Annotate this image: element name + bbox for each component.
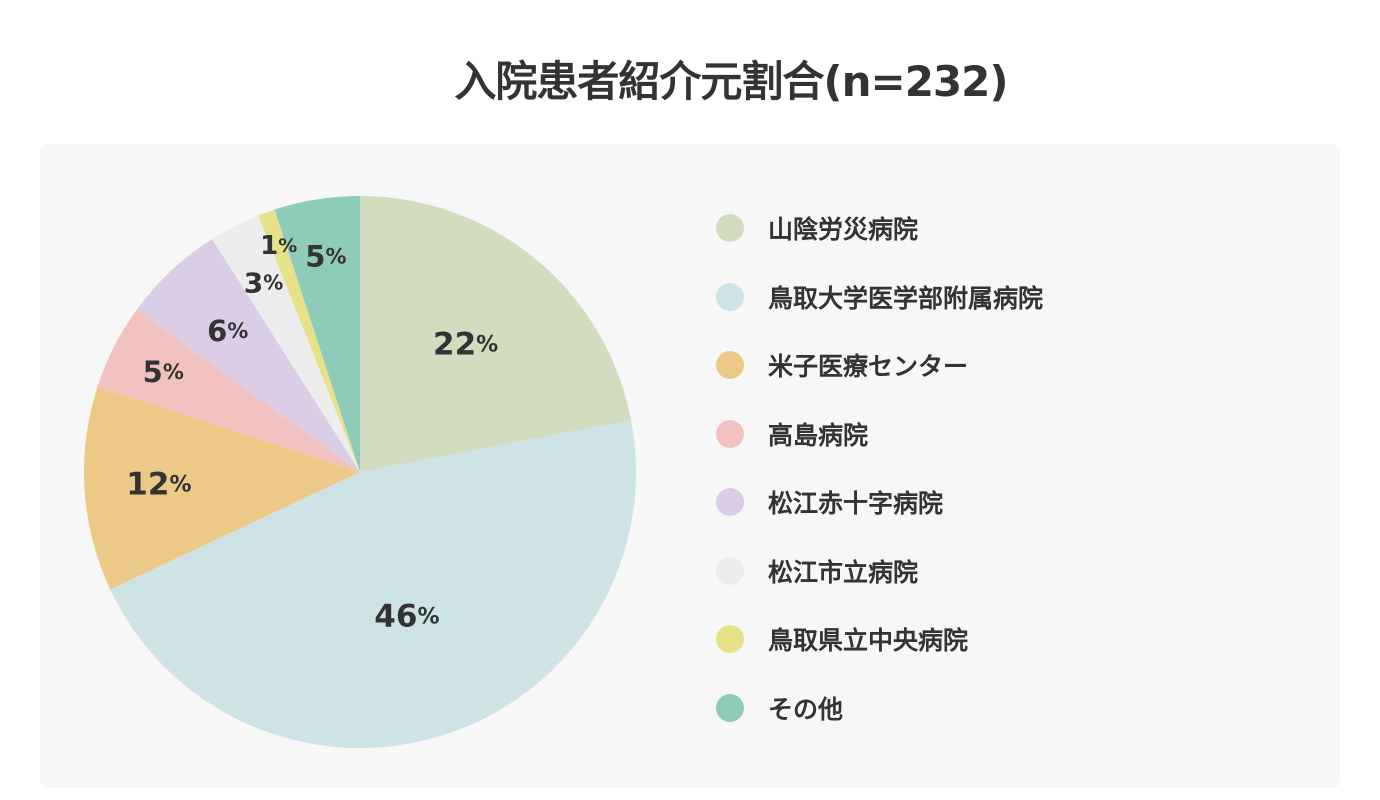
legend-label: 鳥取県立中央病院 (768, 626, 969, 656)
legend-item: 米子医療センター (716, 331, 1043, 400)
legend-item: 鳥取大学医学部附属病院 (716, 263, 1043, 332)
slice-label: 5% (143, 355, 184, 389)
slice-label: 3% (244, 266, 284, 299)
pie-slices (84, 196, 636, 748)
legend-label: 松江赤十字病院 (768, 489, 944, 519)
legend-swatch (716, 214, 744, 243)
pie-slice (136, 238, 360, 472)
legend-swatch (716, 351, 744, 380)
pie-slice (84, 386, 361, 590)
slice-label: 12% (126, 467, 191, 503)
pie-slice (274, 196, 360, 472)
legend-item: 松江市立病院 (716, 537, 1043, 606)
legend-item: 山陰労災病院 (716, 194, 1043, 263)
pie-slice (97, 309, 360, 472)
slice-label: 1% (260, 231, 297, 261)
legend-label: その他 (768, 694, 844, 724)
legend-label: 米子医療センター (768, 352, 969, 382)
pie-slice (110, 420, 636, 748)
chart-title: 入院患者紹介元割合(n=232) (454, 57, 1008, 106)
slice-label: 6% (207, 314, 248, 348)
legend-item: 高島病院 (716, 400, 1043, 469)
legend-swatch (716, 488, 744, 517)
pie-labels: 22% 46% 12% 5% 6% 3% 1% 5% (126, 231, 498, 634)
slice-label: 22% (433, 326, 498, 362)
legend-swatch (716, 625, 744, 654)
legend-swatch (716, 282, 744, 311)
legend: 山陰労災病院鳥取大学医学部附属病院 米子医療センター 高島病院松江赤十字病院 松江市立… (716, 194, 1043, 742)
legend-swatch (716, 556, 744, 585)
legend-swatch (716, 693, 744, 722)
legend-item: その他 (716, 674, 1043, 743)
legend-item: 鳥取県立中央病院 (716, 605, 1043, 674)
legend-item: 松江赤十字病院 (716, 468, 1043, 537)
legend-swatch (716, 419, 744, 448)
pie-slice (258, 209, 360, 472)
legend-label: 鳥取大学医学部附属病院 (768, 283, 1044, 313)
legend-label: 松江市立病院 (768, 557, 919, 587)
legend-label: 高島病院 (768, 420, 869, 450)
pie-slice (360, 196, 632, 472)
legend-label: 山陰労災病院 (768, 215, 919, 245)
slice-label: 46% (374, 598, 439, 634)
pie-slice (212, 215, 360, 472)
slice-label: 5% (305, 240, 346, 274)
